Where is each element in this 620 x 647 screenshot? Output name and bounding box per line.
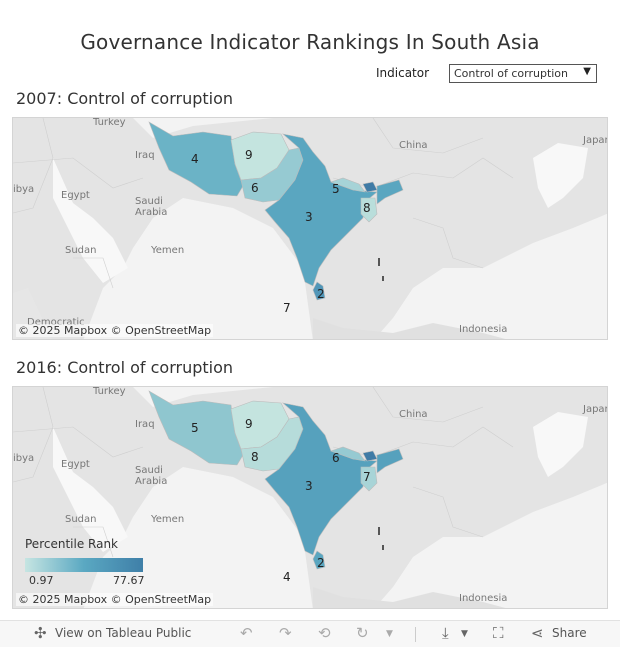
andaman-islands: [378, 258, 384, 281]
label-japan: Japar: [582, 135, 608, 146]
label-turkey: Turkey: [92, 387, 126, 397]
rank-pakistan: 8: [251, 450, 259, 464]
dashboard-title: Governance Indicator Rankings In South A…: [80, 30, 540, 54]
rank-india: 3: [305, 479, 313, 493]
india-shape: [264, 402, 378, 556]
label-indonesia: Indonesia: [459, 593, 507, 604]
map-attribution[interactable]: © 2025 Mapbox © OpenStreetMap: [16, 324, 214, 337]
label-japan: Japar: [582, 404, 608, 415]
rank-pakistan: 6: [251, 181, 259, 195]
label-yemen: Yemen: [150, 514, 184, 525]
share-icon[interactable]: ⋖: [531, 624, 544, 642]
andaman-islands: [378, 527, 384, 550]
legend-range: 0.97 77.67: [25, 572, 155, 587]
rank-maldives: 4: [283, 570, 291, 584]
label-libya: ibya: [13, 184, 34, 195]
rank-nepal: 6: [332, 451, 340, 465]
label-saudi-1: Saudi: [135, 196, 163, 207]
map-2007[interactable]: Turkey Iraq Egypt ibya Saudi Arabia Suda…: [12, 117, 608, 340]
legend-gradient: [25, 558, 143, 572]
label-sudan: Sudan: [65, 245, 97, 256]
refresh-dropdown-icon[interactable]: ▼: [386, 629, 393, 639]
map-attribution[interactable]: © 2025 Mapbox © OpenStreetMap: [16, 593, 214, 606]
iran-shape: [148, 121, 244, 197]
label-yemen: Yemen: [150, 245, 184, 256]
label-saudi-2: Arabia: [135, 207, 167, 218]
map-2016-svg: Turkey Iraq Egypt ibya Saudi Arabia Suda…: [13, 387, 608, 608]
map-2007-svg: Turkey Iraq Egypt ibya Saudi Arabia Suda…: [13, 118, 608, 339]
indonesia-land: [313, 587, 506, 608]
nepal-shape: [330, 446, 366, 462]
sri-lanka-shape: [312, 550, 326, 570]
japan-sea: [533, 143, 588, 208]
sri-lanka-shape: [312, 281, 326, 301]
legend-title: Percentile Rank: [25, 537, 118, 551]
redo-icon[interactable]: ↷: [279, 624, 292, 642]
rank-bangladesh: 8: [363, 201, 371, 215]
nepal-shape: [330, 177, 366, 193]
japan-sea: [533, 412, 588, 477]
india-shape: [264, 133, 378, 287]
refresh-icon[interactable]: ↻: [356, 624, 369, 642]
rank-india: 3: [305, 210, 313, 224]
label-china: China: [399, 409, 428, 420]
bangladesh-shape: [360, 197, 378, 223]
label-sudan: Sudan: [65, 514, 97, 525]
color-legend: Percentile Rank 0.97 77.67: [25, 537, 155, 587]
map-title-2016: 2016: Control of corruption: [16, 358, 234, 377]
iran-shape: [148, 390, 244, 466]
label-iraq: Iraq: [135, 150, 155, 161]
tableau-toolbar: ✣ View on Tableau Public ↶ ↷ ⟲ ↻ ▼ ⤓ ▼ ⛶…: [0, 620, 620, 647]
toolbar-separator: [415, 627, 416, 642]
fullscreen-icon[interactable]: ⛶: [493, 624, 504, 642]
tableau-logo-icon[interactable]: ✣: [34, 624, 47, 642]
northeast-india-shape: [376, 179, 404, 205]
rank-afghanistan: 9: [245, 148, 253, 162]
legend-max: 77.67: [113, 574, 145, 587]
legend-min: 0.97: [29, 574, 54, 587]
undo-icon[interactable]: ↶: [240, 624, 253, 642]
rank-sri-lanka: 2: [317, 556, 325, 570]
red-sea: [53, 158, 128, 283]
indicator-filter-label: Indicator: [376, 66, 430, 80]
label-iraq: Iraq: [135, 419, 155, 430]
label-indonesia: Indonesia: [459, 324, 507, 335]
rank-iran: 5: [191, 421, 199, 435]
northeast-india-shape: [376, 448, 404, 474]
indicator-select[interactable]: Control of corruption ▼: [449, 64, 597, 83]
download-dropdown-icon[interactable]: ▼: [461, 629, 468, 639]
rank-bangladesh: 7: [363, 470, 371, 484]
label-saudi-1: Saudi: [135, 465, 163, 476]
rank-nepal: 5: [332, 182, 340, 196]
label-china: China: [399, 140, 428, 151]
label-saudi-2: Arabia: [135, 476, 167, 487]
view-on-tableau-link[interactable]: View on Tableau Public: [55, 626, 192, 640]
bangladesh-shape: [360, 466, 378, 492]
label-egypt: Egypt: [61, 190, 90, 201]
revert-icon[interactable]: ⟲: [318, 624, 331, 642]
red-sea: [53, 427, 128, 552]
rank-sri-lanka: 2: [317, 287, 325, 301]
map-title-2007: 2007: Control of corruption: [16, 89, 234, 108]
label-libya: ibya: [13, 453, 34, 464]
rank-iran: 4: [191, 152, 199, 166]
indicator-select-value: Control of corruption: [454, 67, 569, 80]
map-2016[interactable]: Turkey Iraq Egypt ibya Saudi Arabia Suda…: [12, 386, 608, 609]
rank-maldives: 7: [283, 301, 291, 315]
dropdown-arrow-icon: ▼: [583, 66, 591, 77]
download-icon[interactable]: ⤓: [442, 624, 449, 642]
label-turkey: Turkey: [92, 118, 126, 128]
indonesia-land: [313, 318, 506, 339]
share-button[interactable]: Share: [552, 626, 587, 640]
label-democratic: Democratic: [27, 317, 85, 328]
rank-afghanistan: 9: [245, 417, 253, 431]
label-egypt: Egypt: [61, 459, 90, 470]
